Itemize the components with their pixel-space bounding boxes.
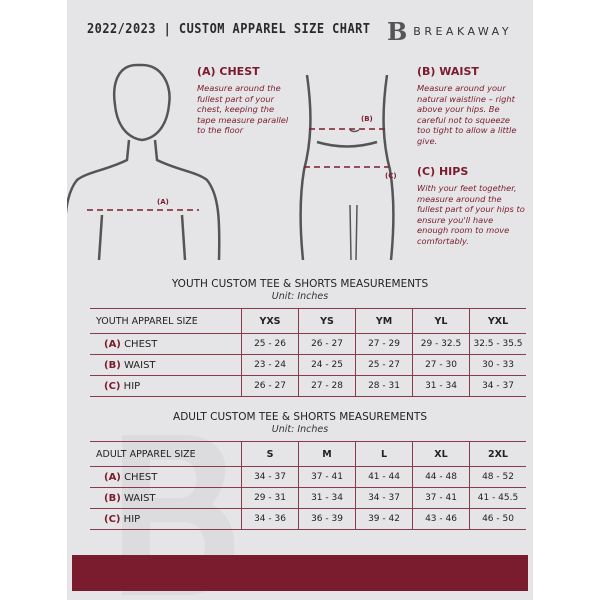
table-cell: 28 - 31 (355, 375, 413, 397)
table-cell: 25 - 26 (241, 333, 299, 355)
table-cell: 24 - 25 (298, 354, 356, 376)
row-label: (C) HIP (90, 375, 242, 397)
table-cell: 27 - 30 (412, 354, 470, 376)
row-label: (A) CHEST (90, 466, 242, 488)
chest-description: Measure around the fullest part of your … (197, 83, 289, 135)
chest-heading: (A) CHEST (197, 65, 260, 78)
waist-heading: (B) WAIST (417, 65, 479, 78)
header-cell: YM (355, 308, 413, 334)
header-cell: YL (412, 308, 470, 334)
header-cell: YS (298, 308, 356, 334)
table-cell: 30 - 33 (469, 354, 526, 376)
header-cell: YOUTH APPAREL SIZE (90, 308, 242, 334)
size-chart-page: 2022/2023 | CUSTOM APPAREL SIZE CHART B … (67, 0, 533, 600)
table-cell: 31 - 34 (412, 375, 470, 397)
table-cell: 34 - 37 (241, 466, 299, 488)
header-cell: L (355, 441, 413, 467)
header-cell: 2XL (469, 441, 526, 467)
table-row: (B) WAIST 29 - 31 31 - 34 34 - 37 37 - 4… (90, 487, 526, 509)
hips-description: With your feet together, measure around … (417, 183, 525, 246)
brand-name: BREAKAWAY (413, 25, 513, 38)
header-cell: M (298, 441, 356, 467)
table-cell: 39 - 42 (355, 508, 413, 530)
table-cell: 37 - 41 (298, 466, 356, 488)
adult-size-table: ADULT APPAREL SIZE S M L XL 2XL (A) CHES… (90, 441, 526, 530)
logo-icon: B (387, 17, 408, 46)
header-cell: ADULT APPAREL SIZE (90, 441, 242, 467)
footer-bar (72, 555, 528, 591)
brand-logo: B BREAKAWAY (387, 17, 512, 46)
table-cell: 41 - 44 (355, 466, 413, 488)
row-label: (B) WAIST (90, 487, 242, 509)
table-cell: 34 - 37 (355, 487, 413, 509)
table-cell: 44 - 48 (412, 466, 470, 488)
table-cell: 25 - 27 (355, 354, 413, 376)
table-cell: 36 - 39 (298, 508, 356, 530)
hips-marker: (C) (385, 172, 397, 180)
table-cell: 29 - 31 (241, 487, 299, 509)
table-cell: 27 - 28 (298, 375, 356, 397)
row-label: (C) HIP (90, 508, 242, 530)
table-cell: 23 - 24 (241, 354, 299, 376)
table-cell: 37 - 41 (412, 487, 470, 509)
adult-unit: Unit: Inches (271, 424, 329, 435)
table-cell: 48 - 52 (469, 466, 526, 488)
row-label: (B) WAIST (90, 354, 242, 376)
table-cell: 32.5 - 35.5 (469, 333, 526, 355)
table-cell: 26 - 27 (298, 333, 356, 355)
table-row: (A) CHEST 34 - 37 37 - 41 41 - 44 44 - 4… (90, 466, 526, 488)
table-header-row: YOUTH APPAREL SIZE YXS YS YM YL YXL (90, 308, 526, 334)
table-header-row: ADULT APPAREL SIZE S M L XL 2XL (90, 441, 526, 467)
adult-section-title: ADULT CUSTOM TEE & SHORTS MEASUREMENTS (173, 411, 427, 423)
body-illustrations (67, 63, 395, 260)
table-row: (C) HIP 34 - 36 36 - 39 39 - 42 43 - 46 … (90, 508, 526, 530)
table-cell: 41 - 45.5 (469, 487, 526, 509)
table-row: (B) WAIST 23 - 24 24 - 25 25 - 27 27 - 3… (90, 354, 526, 376)
table-cell: 34 - 36 (241, 508, 299, 530)
table-row: (C) HIP 26 - 27 27 - 28 28 - 31 31 - 34 … (90, 375, 526, 397)
waist-marker: (B) (361, 115, 373, 123)
header-cell: XL (412, 441, 470, 467)
table-cell: 46 - 50 (469, 508, 526, 530)
table-cell: 31 - 34 (298, 487, 356, 509)
waist-description: Measure around your natural waistline – … (417, 83, 517, 146)
lower-body-figure (299, 74, 395, 260)
table-row: (A) CHEST 25 - 26 26 - 27 27 - 29 29 - 3… (90, 333, 526, 355)
upper-body-figure (67, 63, 221, 260)
header-cell: YXL (469, 308, 526, 334)
table-cell: 26 - 27 (241, 375, 299, 397)
page-title: 2022/2023 | CUSTOM APPAREL SIZE CHART (87, 22, 371, 37)
youth-section-title: YOUTH CUSTOM TEE & SHORTS MEASUREMENTS (171, 278, 429, 290)
youth-size-table: YOUTH APPAREL SIZE YXS YS YM YL YXL (A) … (90, 308, 526, 397)
chest-marker: (A) (157, 198, 169, 206)
youth-unit: Unit: Inches (271, 291, 329, 302)
table-cell: 43 - 46 (412, 508, 470, 530)
table-cell: 34 - 37 (469, 375, 526, 397)
hips-heading: (C) HIPS (417, 165, 469, 178)
table-cell: 27 - 29 (355, 333, 413, 355)
row-label: (A) CHEST (90, 333, 242, 355)
header-cell: YXS (241, 308, 299, 334)
header-cell: S (241, 441, 299, 467)
table-cell: 29 - 32.5 (412, 333, 470, 355)
